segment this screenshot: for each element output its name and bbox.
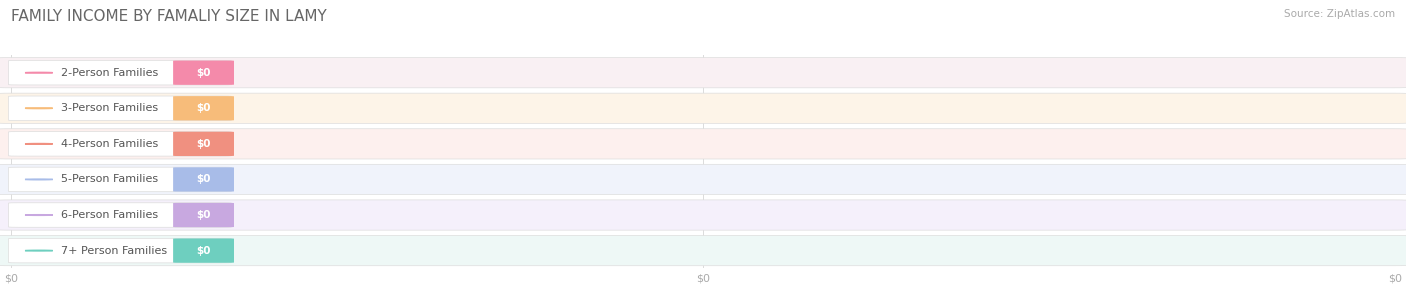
FancyBboxPatch shape [8,203,231,227]
FancyBboxPatch shape [8,60,231,85]
Circle shape [25,72,53,73]
FancyBboxPatch shape [0,235,1406,266]
FancyBboxPatch shape [8,167,231,192]
FancyBboxPatch shape [173,96,233,120]
Text: Source: ZipAtlas.com: Source: ZipAtlas.com [1284,9,1395,19]
FancyBboxPatch shape [173,167,233,192]
Text: 3-Person Families: 3-Person Families [60,103,159,113]
Circle shape [25,108,53,109]
Text: 4-Person Families: 4-Person Families [60,139,159,149]
Text: $0: $0 [197,103,211,113]
Text: $0: $0 [197,174,211,185]
Text: 5-Person Families: 5-Person Families [60,174,159,185]
FancyBboxPatch shape [0,58,1406,88]
Text: 2-Person Families: 2-Person Families [60,68,159,78]
FancyBboxPatch shape [0,200,1406,230]
Text: 6-Person Families: 6-Person Families [60,210,159,220]
FancyBboxPatch shape [0,164,1406,195]
FancyBboxPatch shape [8,132,231,156]
Circle shape [25,179,53,180]
FancyBboxPatch shape [0,93,1406,124]
Text: $0: $0 [197,246,211,256]
Text: $0: $0 [197,210,211,220]
Text: FAMILY INCOME BY FAMALIY SIZE IN LAMY: FAMILY INCOME BY FAMALIY SIZE IN LAMY [11,9,328,24]
Circle shape [25,250,53,251]
Text: 7+ Person Families: 7+ Person Families [60,246,167,256]
FancyBboxPatch shape [8,239,231,263]
Text: $0: $0 [197,139,211,149]
Text: $0: $0 [197,68,211,78]
FancyBboxPatch shape [173,203,233,227]
FancyBboxPatch shape [0,129,1406,159]
FancyBboxPatch shape [173,60,233,85]
FancyBboxPatch shape [173,132,233,156]
FancyBboxPatch shape [8,96,231,120]
FancyBboxPatch shape [173,239,233,263]
